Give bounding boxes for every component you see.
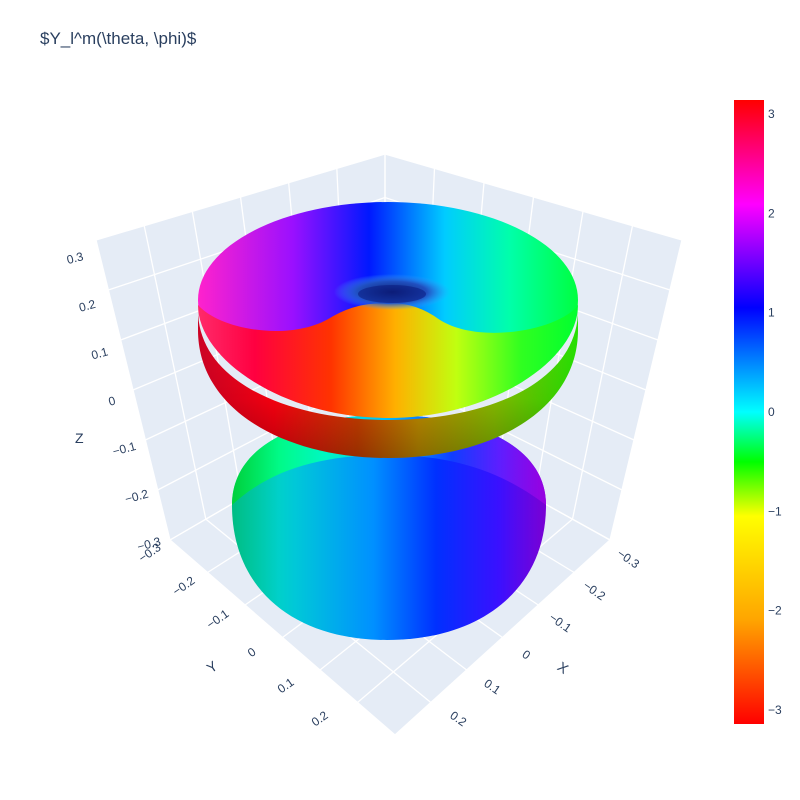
x-tick-label: 0.2 — [447, 708, 469, 729]
colorbar-tick-label: −2 — [768, 604, 782, 618]
y-tick-label: 0.1 — [275, 675, 297, 696]
surface-upper-torus[interactable] — [198, 202, 578, 458]
x-axis-label: X — [555, 658, 572, 677]
z-tick-label: −0.3 — [136, 534, 163, 554]
z-axis-ticks: 0.3 0.2 0.1 0 −0.1 −0.2 −0.3 — [65, 249, 162, 554]
colorbar-ticks: 3 2 1 0 −1 −2 −3 — [768, 107, 782, 717]
y-tick-label: −0.1 — [204, 606, 232, 631]
y-tick-label: −0.2 — [170, 573, 198, 598]
z-tick-label: 0.1 — [90, 344, 110, 362]
chart-title: $Y_l^m(\theta, \phi)$ — [40, 29, 197, 48]
torus-hole-core — [358, 285, 426, 303]
colorbar-tick-label: 0 — [768, 405, 775, 419]
lower-lobe-shade — [232, 415, 546, 640]
colorbar-tick-label: 2 — [768, 206, 775, 220]
y-tick-label: 0 — [245, 644, 259, 659]
colorbar-gradient — [734, 100, 764, 724]
z-tick-label: −0.1 — [111, 439, 138, 459]
x-tick-label: −0.2 — [581, 578, 609, 603]
x-tick-label: 0 — [520, 647, 534, 662]
colorbar-tick-label: −1 — [768, 504, 782, 518]
torus-top-front — [198, 303, 578, 418]
z-tick-label: 0.2 — [77, 297, 97, 315]
x-tick-label: −0.1 — [547, 610, 575, 635]
z-tick-label: 0 — [107, 393, 117, 408]
z-axis-label: Z — [75, 430, 84, 446]
torus-side-shade — [198, 310, 578, 458]
z-tick-label: 0.3 — [65, 249, 85, 267]
y-tick-label: 0.2 — [309, 708, 331, 729]
colorbar[interactable]: 3 2 1 0 −1 −2 −3 — [734, 100, 782, 724]
x-tick-label: −0.3 — [615, 546, 643, 571]
grid-line-x — [394, 239, 683, 736]
colorbar-tick-label: 3 — [768, 107, 775, 121]
y-axis-label: Y — [204, 657, 221, 676]
colorbar-tick-label: −3 — [768, 703, 782, 717]
z-tick-label: −0.2 — [123, 487, 150, 507]
colorbar-tick-label: 1 — [768, 306, 775, 320]
x-tick-label: 0.1 — [481, 676, 503, 697]
